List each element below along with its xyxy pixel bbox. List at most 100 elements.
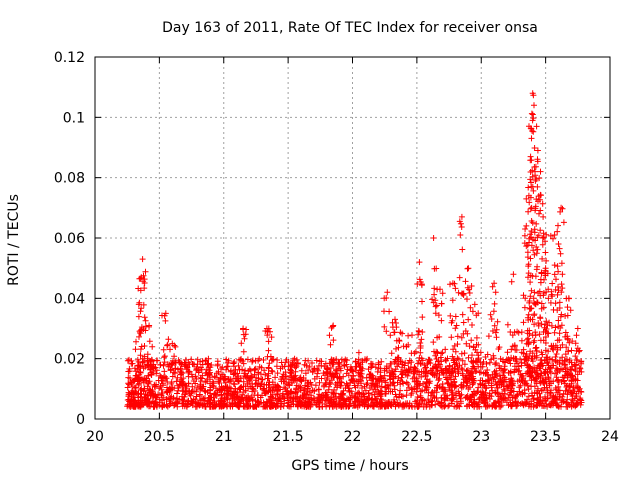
- data-point: [301, 361, 308, 368]
- data-point: [359, 397, 366, 404]
- data-point: [471, 301, 478, 308]
- data-point: [421, 397, 428, 404]
- data-point: [160, 346, 167, 353]
- data-point: [324, 366, 331, 373]
- data-point: [254, 380, 260, 387]
- data-point: [361, 383, 368, 390]
- data-point: [277, 386, 284, 393]
- data-point: [528, 179, 534, 186]
- y-tick-label: 0.06: [54, 231, 85, 247]
- data-point: [266, 403, 273, 410]
- data-point: [547, 232, 554, 239]
- data-point: [160, 374, 167, 381]
- data-point: [453, 390, 460, 397]
- data-point: [523, 195, 530, 202]
- data-point: [547, 364, 554, 371]
- data-point: [433, 365, 440, 371]
- data-point: [510, 388, 517, 395]
- data-point: [568, 390, 575, 397]
- data-point: [377, 374, 384, 381]
- data-point: [315, 399, 322, 406]
- data-point: [517, 371, 524, 378]
- data-point: [572, 362, 579, 369]
- data-point: [463, 382, 470, 389]
- data-point: [566, 339, 573, 346]
- data-point: [488, 316, 495, 322]
- data-point: [574, 383, 581, 390]
- data-point: [467, 304, 474, 311]
- data-point: [473, 334, 480, 341]
- data-point: [509, 382, 516, 389]
- data-point: [478, 394, 485, 401]
- data-point: [306, 363, 313, 370]
- data-point: [491, 368, 498, 375]
- data-point: [248, 394, 255, 401]
- data-point: [429, 296, 436, 303]
- data-point: [438, 300, 445, 307]
- data-point: [159, 397, 165, 404]
- data-point: [555, 268, 562, 275]
- data-point: [555, 317, 562, 324]
- data-point: [479, 398, 486, 405]
- data-point: [417, 345, 424, 351]
- data-point: [423, 368, 430, 375]
- data-point: [540, 387, 546, 393]
- data-point: [531, 289, 538, 296]
- data-point: [532, 237, 539, 244]
- data-point: [448, 381, 455, 388]
- data-point: [329, 323, 336, 330]
- data-point: [133, 375, 140, 382]
- data-point: [294, 393, 301, 400]
- data-point: [219, 364, 226, 371]
- data-point: [532, 375, 539, 382]
- data-point: [192, 373, 199, 380]
- data-point: [431, 291, 438, 298]
- data-point: [185, 380, 192, 387]
- data-point: [474, 359, 480, 366]
- y-tick-label: 0.1: [63, 110, 85, 126]
- data-point: [507, 360, 514, 367]
- data-point: [447, 281, 453, 288]
- data-point: [542, 268, 549, 275]
- data-point: [572, 402, 579, 409]
- data-point: [537, 315, 544, 322]
- data-point: [236, 366, 243, 373]
- data-point: [452, 325, 459, 332]
- data-point: [525, 311, 532, 318]
- data-point: [484, 377, 491, 384]
- data-point: [130, 403, 137, 410]
- data-point: [526, 298, 533, 304]
- data-point: [527, 125, 534, 132]
- data-point: [158, 386, 165, 393]
- data-point: [506, 378, 513, 385]
- data-point: [423, 403, 430, 410]
- data-point: [507, 368, 514, 375]
- data-point: [246, 397, 253, 404]
- data-point: [312, 382, 319, 389]
- data-point: [523, 243, 530, 250]
- data-point: [364, 355, 371, 362]
- chart-title: Day 163 of 2011, Rate Of TEC Index for r…: [162, 20, 538, 36]
- data-point: [258, 380, 265, 387]
- data-point: [240, 383, 247, 390]
- data-point: [561, 377, 568, 384]
- data-point: [553, 374, 560, 381]
- data-point: [513, 403, 520, 410]
- data-point: [167, 396, 174, 403]
- data-point: [392, 316, 398, 323]
- data-point: [530, 247, 537, 254]
- data-point: [174, 390, 180, 397]
- data-point: [534, 402, 541, 409]
- data-point: [534, 147, 541, 154]
- data-point: [440, 384, 446, 391]
- data-point: [416, 400, 423, 407]
- data-point: [253, 374, 260, 381]
- data-point: [161, 368, 168, 375]
- data-point: [471, 400, 478, 407]
- data-point: [469, 352, 475, 359]
- data-point: [238, 395, 245, 402]
- data-point: [341, 358, 347, 364]
- data-point: [147, 392, 154, 399]
- data-point: [203, 366, 210, 373]
- data-point: [484, 351, 491, 358]
